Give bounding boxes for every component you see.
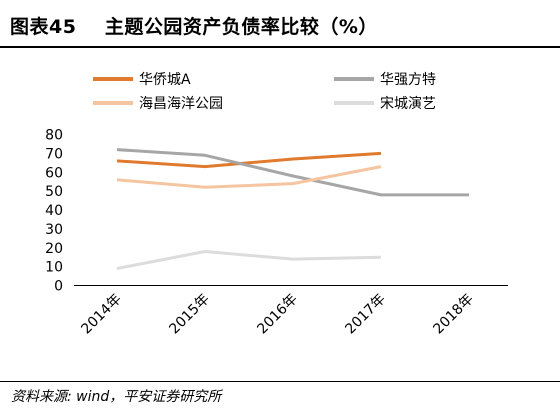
- series-line-华侨城A: [116, 151, 382, 169]
- footer-divider: [0, 381, 560, 382]
- legend-label-华强方特: 华强方特: [380, 72, 436, 88]
- source-note: 资料来源: wind，平安证券研究所: [11, 389, 222, 405]
- series-layer: [116, 148, 469, 270]
- y-tick-label: 30: [45, 222, 63, 238]
- x-tick-label: 2016年: [254, 291, 300, 337]
- x-tick-label: 2015年: [166, 291, 212, 337]
- y-tick-label: 50: [45, 184, 63, 200]
- series-line-宋城演艺: [116, 250, 382, 270]
- y-tick-label: 60: [45, 165, 63, 181]
- y-tick-label: 80: [45, 128, 63, 144]
- legend-label-海昌海洋公园: 海昌海洋公园: [139, 96, 223, 112]
- x-tick-label: 2018年: [430, 291, 476, 337]
- series-line-海昌海洋公园: [116, 165, 382, 189]
- x-tick-label: 2014年: [78, 291, 124, 337]
- series-line-华强方特: [116, 148, 469, 197]
- chart-header: 图表45 主题公园资产负债率比较（%）: [0, 0, 560, 48]
- chart-title: 图表45 主题公园资产负债率比较（%）: [10, 16, 378, 38]
- legend-label-宋城演艺: 宋城演艺: [380, 96, 436, 112]
- y-tick-label: 20: [45, 241, 63, 257]
- y-tick-label: 70: [45, 146, 63, 162]
- y-tick-label: 40: [45, 203, 63, 219]
- legend-label-华侨城A: 华侨城A: [139, 72, 191, 88]
- y-tick-label: 10: [45, 260, 63, 276]
- y-tick-label: 0: [54, 279, 63, 295]
- x-tick-label: 2017年: [342, 291, 388, 337]
- header-divider: [0, 46, 560, 48]
